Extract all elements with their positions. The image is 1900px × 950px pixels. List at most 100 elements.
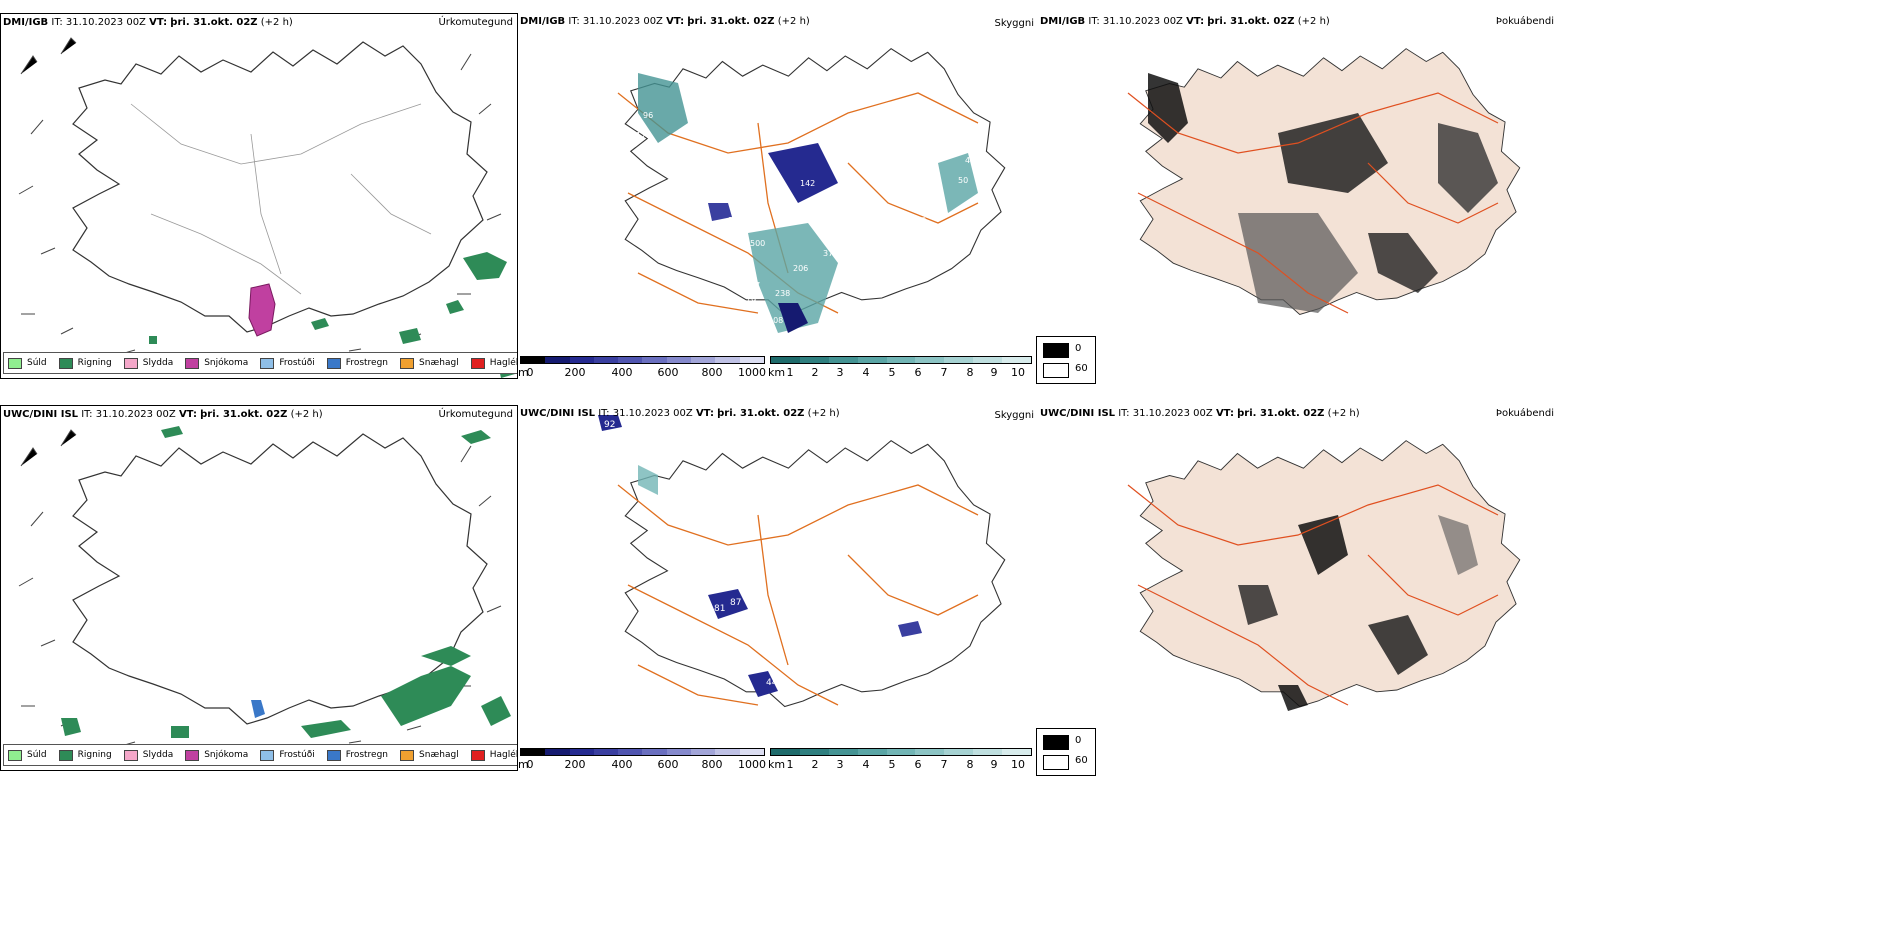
visibility-colorbar: km 1 2 3 4 5 6 7 8 9 10 xyxy=(768,356,1032,386)
tick-label: 3 xyxy=(836,758,844,771)
fog-legend-low: 0 xyxy=(1075,735,1082,746)
legend-label: Snæhagl xyxy=(419,358,459,368)
vt-value: þri. 31.okt. 02Z xyxy=(200,409,288,420)
vt-label: VT: xyxy=(178,409,197,420)
road-network xyxy=(130,103,432,295)
panel-title: Úrkomutegund xyxy=(438,409,513,420)
legend-item: Frostregn xyxy=(326,749,389,761)
road-network xyxy=(1127,92,1499,314)
legend-item: Snjókoma xyxy=(185,357,249,369)
tick-label: 1000 xyxy=(738,366,766,379)
legend-label: Snjókoma xyxy=(204,358,249,368)
legend-label: Frostregn xyxy=(345,358,389,368)
it-label: IT: xyxy=(81,409,93,420)
lead-time: (+2 h) xyxy=(777,16,810,27)
model-name: UWC/DINI ISL xyxy=(1040,408,1116,419)
legend-item: Snæhagl xyxy=(400,749,459,761)
legend-label: Frostúði xyxy=(279,358,315,368)
panel-title: Þokuábendi xyxy=(1495,16,1554,27)
fog-panel: DMI/IGB IT: 31.10.2023 00Z VT: þri. 31.o… xyxy=(1038,13,1558,379)
legend-label: Rigning xyxy=(77,358,112,368)
vis-label: 127 xyxy=(728,216,743,225)
vis-label: 19 xyxy=(916,216,926,225)
legend-swatch xyxy=(58,749,73,761)
tick-label: 400 xyxy=(611,366,633,379)
lead-time: (+2 h) xyxy=(1297,16,1330,27)
visibility-ticks: 1 2 3 4 5 6 7 8 9 10 xyxy=(770,758,1032,772)
it-value: 31.10.2023 00Z xyxy=(1102,16,1183,27)
tick-label: 400 xyxy=(611,758,633,771)
vis-label: 238 xyxy=(775,289,790,298)
precip-legend: Súld Rigning Slydda Snjókoma Frostúði Fr… xyxy=(3,744,518,766)
road-network xyxy=(617,484,979,706)
tick-label: 6 xyxy=(914,758,922,771)
vt-label: VT: xyxy=(695,408,714,419)
legend-swatch xyxy=(123,357,138,369)
legend-label: Súld xyxy=(27,750,47,760)
panel-header: UWC/DINI ISL IT: 31.10.2023 00Z VT: þri.… xyxy=(520,407,840,421)
visibility-ticks: 1 2 3 4 5 6 7 8 9 10 xyxy=(770,366,1032,380)
fog-legend: 0 60 xyxy=(1036,336,1096,384)
tick-label: 6 xyxy=(914,366,922,379)
vis-labels: 96 179 127 60 500 142 89 44 50 19 206 23… xyxy=(636,111,975,325)
tick-label: 1000 xyxy=(738,758,766,771)
legend-swatch xyxy=(123,749,138,761)
legend-label: Haglél xyxy=(489,358,518,368)
model-name: DMI/IGB xyxy=(3,17,49,28)
precip-legend: Súld Rigning Slydda Snjókoma Frostúði Fr… xyxy=(3,352,518,374)
legend-item: Snæhagl xyxy=(400,357,459,369)
tick-label: 2 xyxy=(811,758,819,771)
tick-label: 4 xyxy=(862,758,870,771)
legend-item: Snjókoma xyxy=(185,749,248,761)
fog-areas xyxy=(1238,515,1478,711)
it-value: 31.10.2023 00Z xyxy=(1132,408,1213,419)
vt-value: þri. 31.okt. 02Z xyxy=(717,408,805,419)
tick-label: 800 xyxy=(701,366,723,379)
it-value: 31.10.2023 00Z xyxy=(95,409,176,420)
visibility-unit: km xyxy=(768,366,786,379)
vt-label: VT: xyxy=(1186,16,1205,27)
legend-label: Slydda xyxy=(142,358,174,368)
vis-label: 50 xyxy=(958,176,968,185)
visibility-panel: 96 179 127 60 500 142 89 44 50 19 206 23… xyxy=(518,13,1038,379)
vt-label: VT: xyxy=(1215,408,1234,419)
panel-title: Úrkomutegund xyxy=(438,17,513,28)
panel-header: UWC/DINI ISL IT: 31.10.2023 00Z VT: þri.… xyxy=(1040,407,1360,421)
vt-value: þri. 31.okt. 02Z xyxy=(1207,16,1295,27)
legend-item: Rigning xyxy=(58,357,112,369)
panel-header: DMI/IGB IT: 31.10.2023 00Z VT: þri. 31.o… xyxy=(3,16,293,30)
legend-label: Haglél xyxy=(489,750,518,760)
vis-label: 142 xyxy=(800,179,815,188)
tick-label: 10 xyxy=(1011,366,1025,379)
legend-label: Frostregn xyxy=(345,750,389,760)
precip-type-map xyxy=(18,37,515,378)
legend-item: Slydda xyxy=(123,357,174,369)
cloudbase-colorbar: m 0 200 400 600 800 1000 xyxy=(518,356,766,386)
vis-label: 19 xyxy=(746,296,756,305)
cloudbase-unit: m xyxy=(518,366,529,379)
fog-legend-swatch xyxy=(1043,343,1069,358)
model-name: DMI/IGB xyxy=(520,16,566,27)
cloudbase-unit: m xyxy=(518,758,529,771)
panel-header: DMI/IGB IT: 31.10.2023 00Z VT: þri. 31.o… xyxy=(1040,15,1330,29)
it-label: IT: xyxy=(568,16,580,27)
vis-label: 206 xyxy=(793,264,808,273)
tick-label: 1 xyxy=(786,758,794,771)
vis-label: 17 xyxy=(750,281,760,290)
tick-label: 0 xyxy=(526,366,534,379)
precip-areas xyxy=(61,426,511,738)
tick-label: 200 xyxy=(564,758,586,771)
model-name: DMI/IGB xyxy=(1040,16,1086,27)
legend-item: Frostúði xyxy=(260,357,315,369)
precip-type-panel: DMI/IGB IT: 31.10.2023 00Z VT: þri. 31.o… xyxy=(0,13,518,379)
lead-time: (+2 h) xyxy=(260,17,293,28)
tick-label: 600 xyxy=(657,366,679,379)
visibility-areas xyxy=(638,73,978,333)
legend-swatch xyxy=(8,749,22,761)
lead-time: (+2 h) xyxy=(807,408,840,419)
panel-header: UWC/DINI ISL IT: 31.10.2023 00Z VT: þri.… xyxy=(3,408,323,422)
road-network xyxy=(1127,484,1499,706)
legend-swatch xyxy=(326,357,341,369)
vis-label: 67 xyxy=(764,700,775,710)
cloudbase-strip xyxy=(520,356,765,364)
